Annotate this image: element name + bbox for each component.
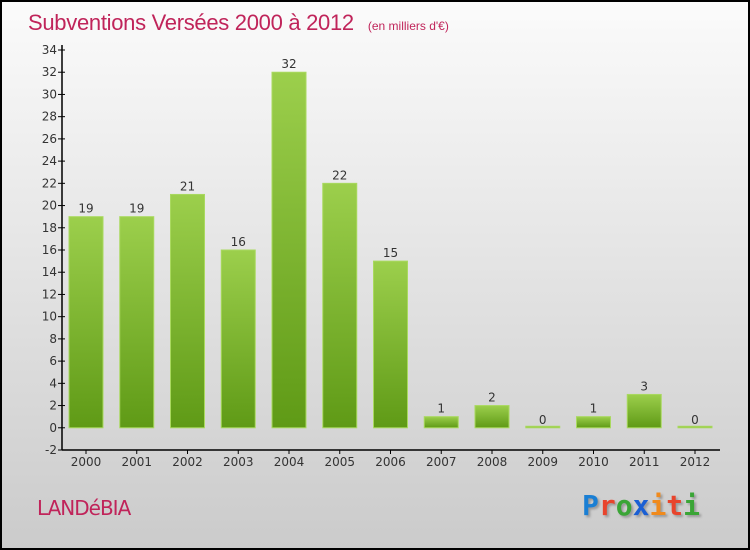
y-tick-label: 26 <box>42 132 57 146</box>
data-label: 19 <box>78 202 93 216</box>
y-tick-label: 30 <box>42 87 57 101</box>
bar <box>576 416 611 429</box>
x-tick-label: 2001 <box>121 455 152 469</box>
title-bar: Subventions Versées 2000 à 2012 (en mill… <box>28 10 449 36</box>
data-label: 32 <box>281 57 296 71</box>
y-tick-label: 8 <box>49 332 57 346</box>
bar <box>119 216 155 429</box>
x-tick-label: 2006 <box>375 455 406 469</box>
data-label: 21 <box>180 179 195 193</box>
y-tick-label: 20 <box>42 199 57 213</box>
data-label: 0 <box>539 413 547 427</box>
y-tick-label: 22 <box>42 176 57 190</box>
town-name: LANDéBIA <box>37 496 131 520</box>
y-tick-label: 10 <box>42 310 57 324</box>
data-label: 1 <box>437 402 445 416</box>
y-tick-label: 12 <box>42 287 57 301</box>
y-tick-label: 24 <box>42 154 57 168</box>
y-tick-label: 28 <box>42 110 57 124</box>
y-tick-label: 0 <box>49 421 57 435</box>
x-tick-label: 2012 <box>680 455 711 469</box>
x-tick-label: 2007 <box>426 455 457 469</box>
x-tick-label: 2011 <box>629 455 660 469</box>
bar <box>525 425 561 429</box>
data-label: 19 <box>129 202 144 216</box>
bar <box>474 405 510 429</box>
bar <box>271 71 307 429</box>
data-label: 15 <box>383 246 398 260</box>
y-tick-label: 34 <box>42 43 57 57</box>
bar <box>170 193 205 429</box>
x-tick-label: 2004 <box>274 455 305 469</box>
proxiti-logo: Proxiti <box>582 489 701 522</box>
data-label: 22 <box>332 168 347 182</box>
data-label: 1 <box>590 402 598 416</box>
bar <box>626 393 662 429</box>
bar <box>677 425 713 429</box>
y-tick-label: 6 <box>49 354 57 368</box>
data-label: 0 <box>691 413 699 427</box>
chart-subtitle: (en milliers d'€) <box>367 19 449 33</box>
y-tick-label: 2 <box>49 399 57 413</box>
bar <box>423 416 459 429</box>
x-tick-label: 2002 <box>172 455 203 469</box>
y-tick-label: 16 <box>42 243 57 257</box>
x-tick-label: 2010 <box>578 455 609 469</box>
x-tick-label: 2000 <box>71 455 102 469</box>
bar <box>373 260 408 429</box>
x-tick-label: 2003 <box>223 455 254 469</box>
bar <box>220 249 256 429</box>
bar <box>322 182 358 429</box>
x-tick-label: 2008 <box>477 455 508 469</box>
y-tick-label: 32 <box>42 65 57 79</box>
y-tick-label: 14 <box>42 265 57 279</box>
data-label: 2 <box>488 391 496 405</box>
x-tick-label: 2009 <box>527 455 558 469</box>
data-label: 16 <box>231 235 246 249</box>
y-tick-label: 18 <box>42 221 57 235</box>
y-tick-label: 4 <box>49 376 57 390</box>
data-label: 3 <box>640 379 648 393</box>
y-tick-label: -2 <box>45 443 57 457</box>
bar <box>68 216 104 429</box>
chart-title: Subventions Versées 2000 à 2012 <box>28 10 354 35</box>
x-tick-label: 2005 <box>324 455 355 469</box>
